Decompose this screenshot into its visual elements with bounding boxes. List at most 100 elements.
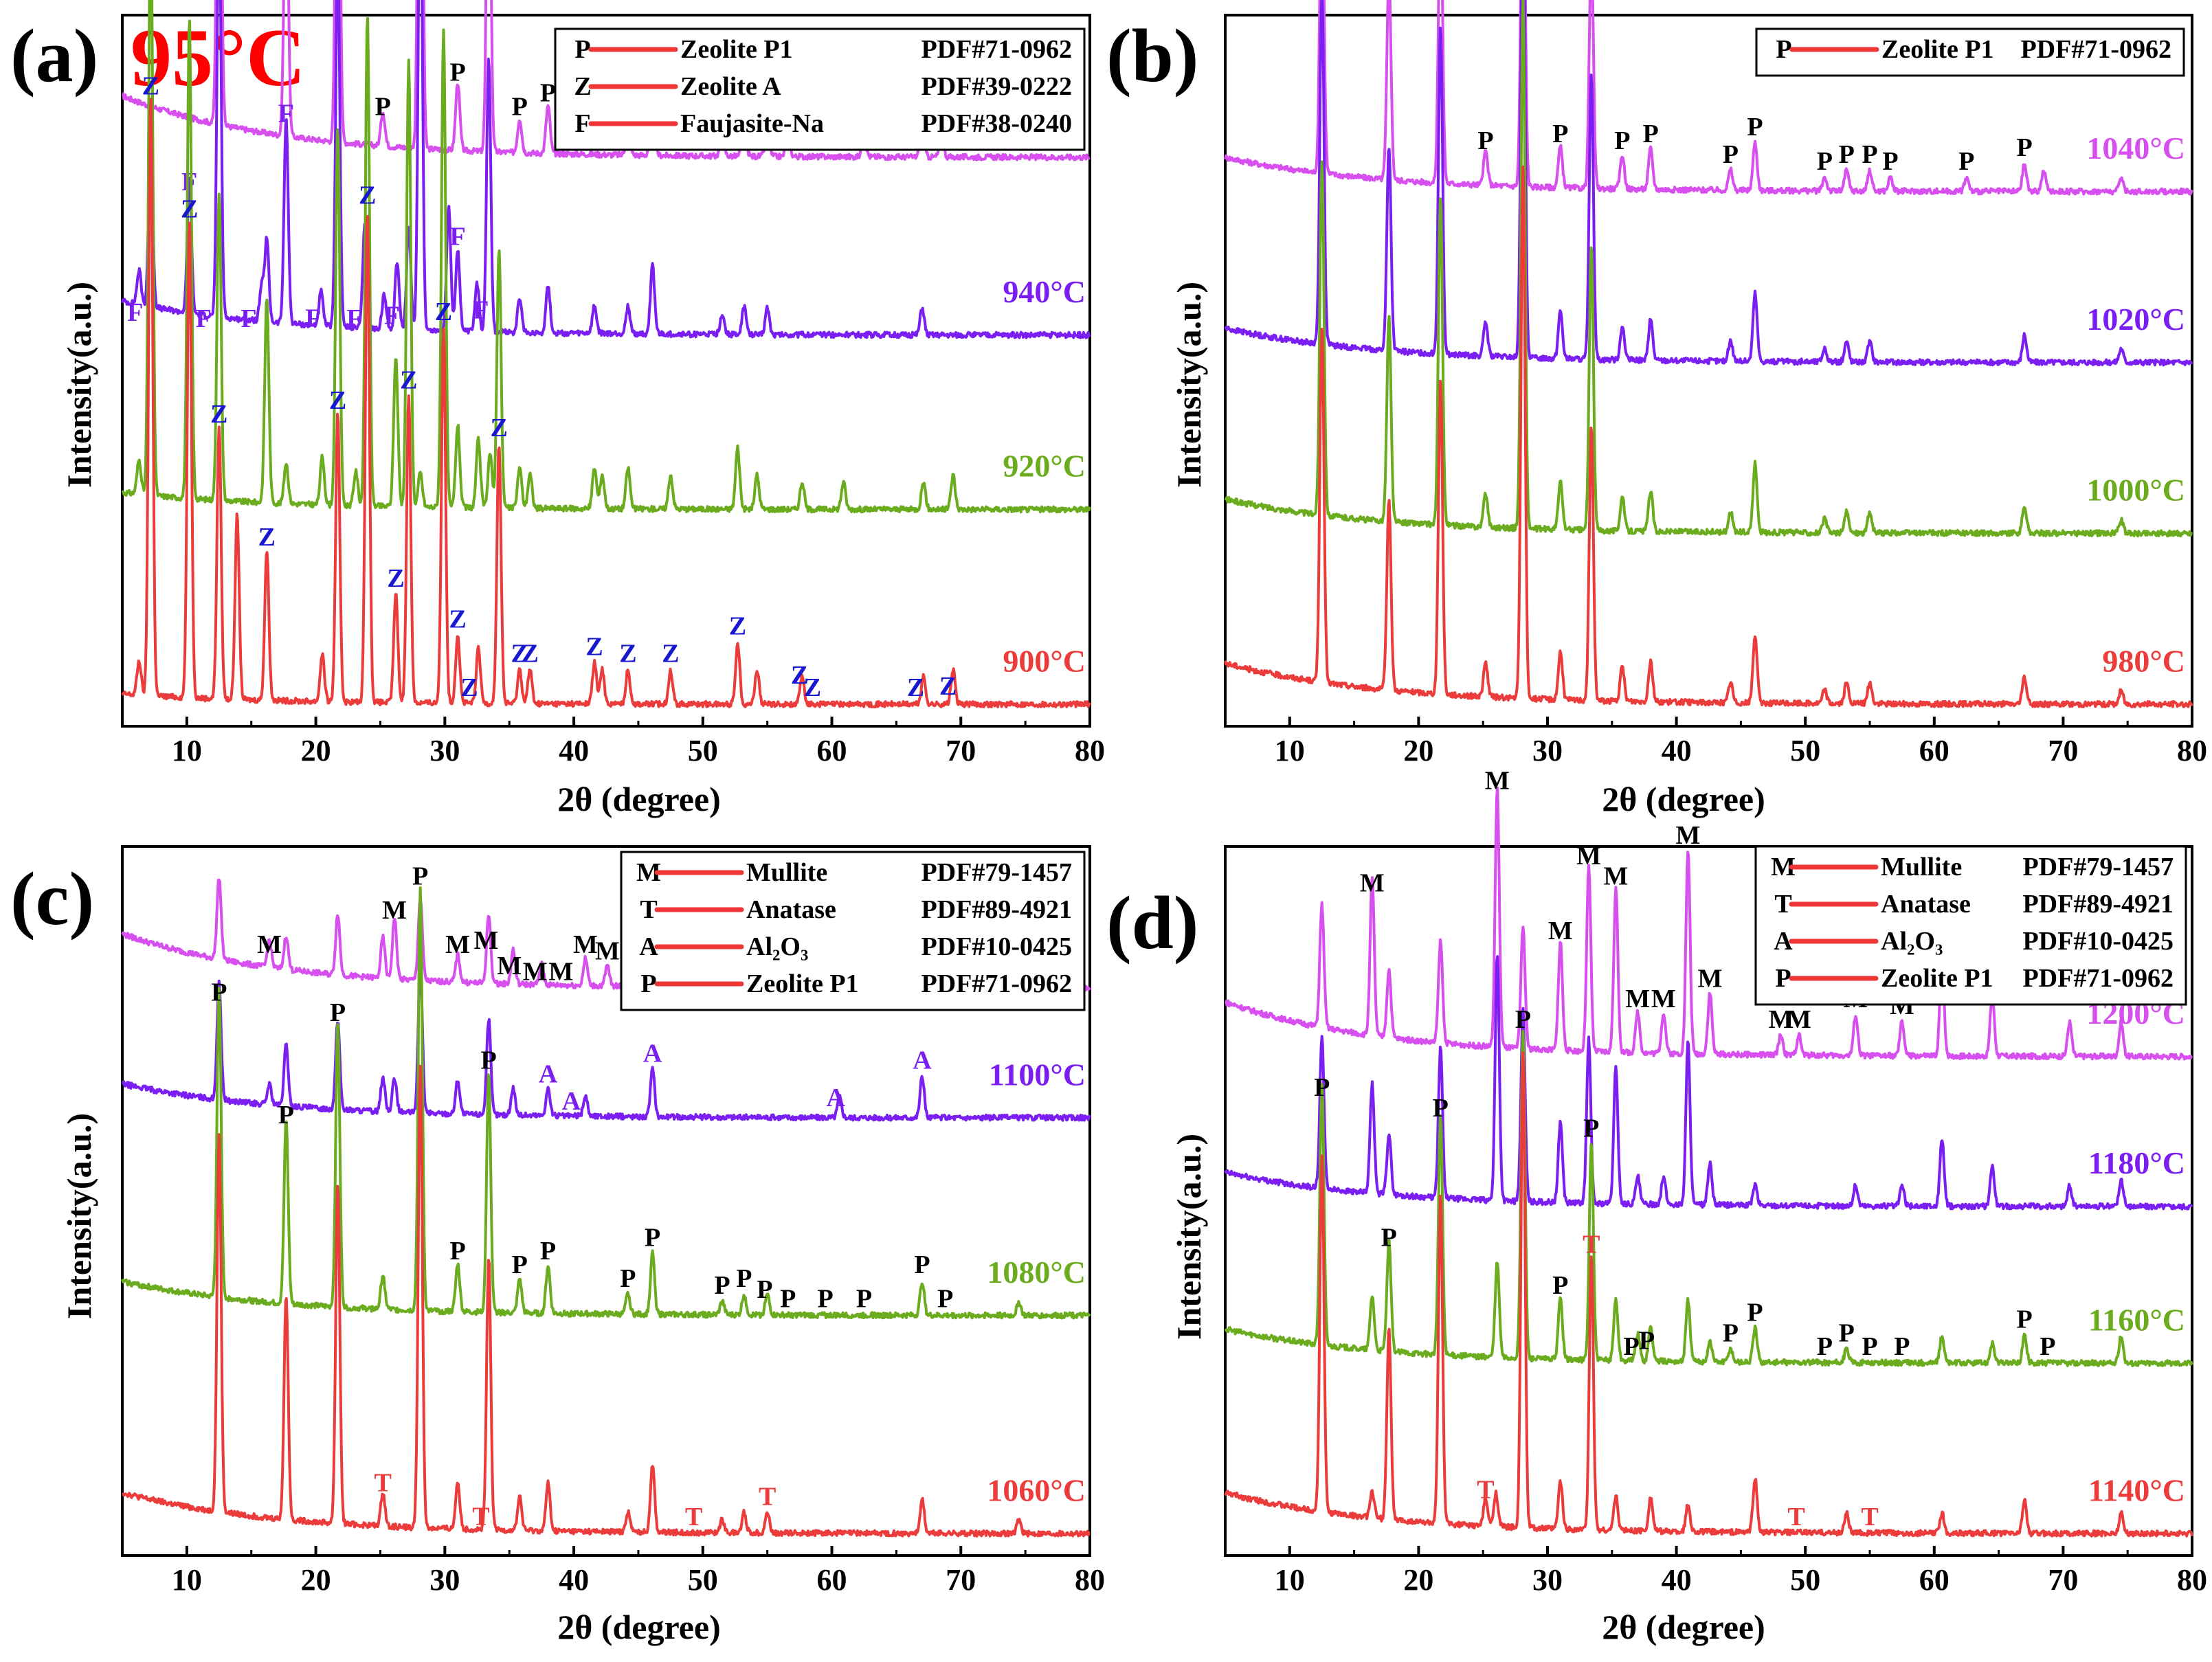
series-label: 940°C: [1003, 274, 1086, 309]
peak-label: P: [540, 1237, 556, 1266]
peak-label: M: [1787, 1005, 1811, 1034]
peak-label: M: [1548, 917, 1573, 945]
peak-label: M: [1697, 964, 1722, 993]
series-line: [121, 886, 1091, 1320]
peak-label: Z: [460, 673, 478, 702]
peak-label: Z: [435, 297, 452, 326]
peak-label: P: [645, 1223, 660, 1252]
peak-label: A: [643, 1040, 662, 1068]
y-axis-label: Intensity(a.u.): [60, 1113, 98, 1319]
x-tick-label: 60: [817, 734, 847, 767]
peak-label: T: [759, 1482, 776, 1511]
peak-label: Z: [939, 672, 957, 701]
series-line: [1224, 165, 2193, 708]
legend-name: Anatase: [746, 895, 836, 924]
plot-area-d: 10203040506070801200°CMMMMMMMMMMMMMMM118…: [1224, 767, 2207, 1597]
legend-name: Zeolite P1: [680, 35, 793, 64]
panel-b: (b) 10203040506070801040°CPPPPPPPPPPPPPP…: [1106, 0, 2207, 818]
y-axis-label: Intensity(a.u.): [1170, 282, 1208, 488]
legend-name: Zeolite P1: [1881, 35, 1994, 64]
peak-label: T: [1477, 1475, 1494, 1504]
peak-label: Z: [181, 195, 198, 224]
peak-label: P: [211, 978, 227, 1007]
peak-label: P: [1614, 126, 1630, 155]
x-tick-label: 70: [2048, 734, 2078, 767]
peak-label: M: [595, 937, 620, 966]
series-line: [1225, 786, 2193, 1061]
x-tick-label: 10: [172, 734, 202, 767]
peak-label: P: [278, 1101, 294, 1130]
x-axis-label: 2θ (degree): [1602, 780, 1765, 818]
legend-pdf: PDF#71-0962: [921, 35, 1072, 64]
legend-pdf: PDF#79-1457: [921, 858, 1072, 887]
legend-symbol: P: [1775, 964, 1791, 993]
peak-label: F: [305, 304, 321, 333]
series-label: 1020°C: [2086, 302, 2185, 337]
plot-frame: [1224, 14, 2193, 728]
peak-label: Z: [662, 639, 679, 668]
peak-label: F: [449, 222, 465, 251]
peak-label: Z: [387, 564, 404, 593]
x-tick-label: 30: [1532, 734, 1563, 767]
series-line: [121, 0, 1091, 339]
series-label: 920°C: [1003, 449, 1086, 484]
x-tick-label: 50: [688, 1563, 718, 1597]
peak-label: Z: [907, 673, 924, 702]
peak-label: Z: [585, 632, 603, 661]
series-line: [1224, 1051, 2193, 1538]
peak-label: P: [1817, 1332, 1833, 1361]
x-tick-label: 60: [1919, 734, 1950, 767]
peak-label: M: [1603, 862, 1628, 891]
legend-name: Al₂O₃: [1881, 927, 1943, 956]
peak-label: M: [473, 926, 498, 955]
x-axis-label: 2θ (degree): [1602, 1608, 1765, 1646]
peak-label: M: [523, 957, 548, 986]
peak-label: Z: [791, 661, 808, 690]
x-tick-label: 40: [559, 734, 589, 767]
plot-area-b: 10203040506070801040°CPPPPPPPPPPPPPPPPP1…: [1224, 0, 2207, 767]
legend-name: Zeolite P1: [1881, 964, 1993, 993]
legend-symbol: P: [1776, 35, 1791, 64]
peak-label: P: [1862, 140, 1877, 169]
legend-symbol: T: [1774, 890, 1791, 919]
peak-label: Z: [619, 639, 636, 668]
x-tick-label: 80: [1075, 1563, 1105, 1597]
peak-label: Z: [359, 181, 376, 210]
legend-pdf: PDF#71-0962: [2022, 964, 2174, 993]
series-label: 1140°C: [2088, 1472, 2185, 1507]
peak-label: T: [1861, 1503, 1878, 1531]
peak-label: Z: [491, 414, 508, 442]
peak-label: P: [1314, 1073, 1330, 1102]
peak-label: P: [1583, 1114, 1599, 1143]
peak-label: P: [1552, 1271, 1568, 1300]
peak-label: P: [1477, 126, 1493, 155]
legend-name: Faujasite-Na: [680, 109, 824, 138]
x-tick-label: 40: [1662, 734, 1692, 767]
panel-a: (a) 95°C 1020304050607080960°CPPPPPPPPPP…: [10, 0, 1105, 818]
series-label: 1040°C: [2086, 131, 2185, 166]
peak-label: M: [445, 930, 470, 959]
legend-name: Al₂O₃: [746, 932, 808, 961]
peak-label: P: [449, 58, 465, 87]
peak-label: Z: [804, 673, 821, 702]
peak-label: P: [1894, 1332, 1910, 1361]
peak-label: F: [473, 295, 489, 324]
x-tick-label: 50: [1790, 734, 1820, 767]
legend-b: P Zeolite P1 PDF#71-0962: [1755, 27, 2185, 77]
peak-label: A: [539, 1059, 558, 1088]
peak-label: M: [548, 957, 573, 986]
peak-label: Z: [522, 639, 539, 668]
peak-label: T: [472, 1503, 489, 1531]
peak-label: P: [1642, 120, 1658, 148]
legend-symbol: P: [640, 969, 656, 998]
legend-pdf: PDF#38-0240: [921, 109, 1072, 138]
peak-label: P: [1839, 140, 1855, 169]
legend-symbol: F: [574, 109, 590, 138]
series-label: 1160°C: [2088, 1302, 2185, 1337]
series-label: 1100°C: [989, 1057, 1086, 1092]
peak-label: F: [346, 304, 362, 333]
x-axis-label: 2θ (degree): [557, 780, 721, 818]
peak-label: Z: [329, 386, 346, 415]
peak-label: P: [375, 92, 391, 121]
